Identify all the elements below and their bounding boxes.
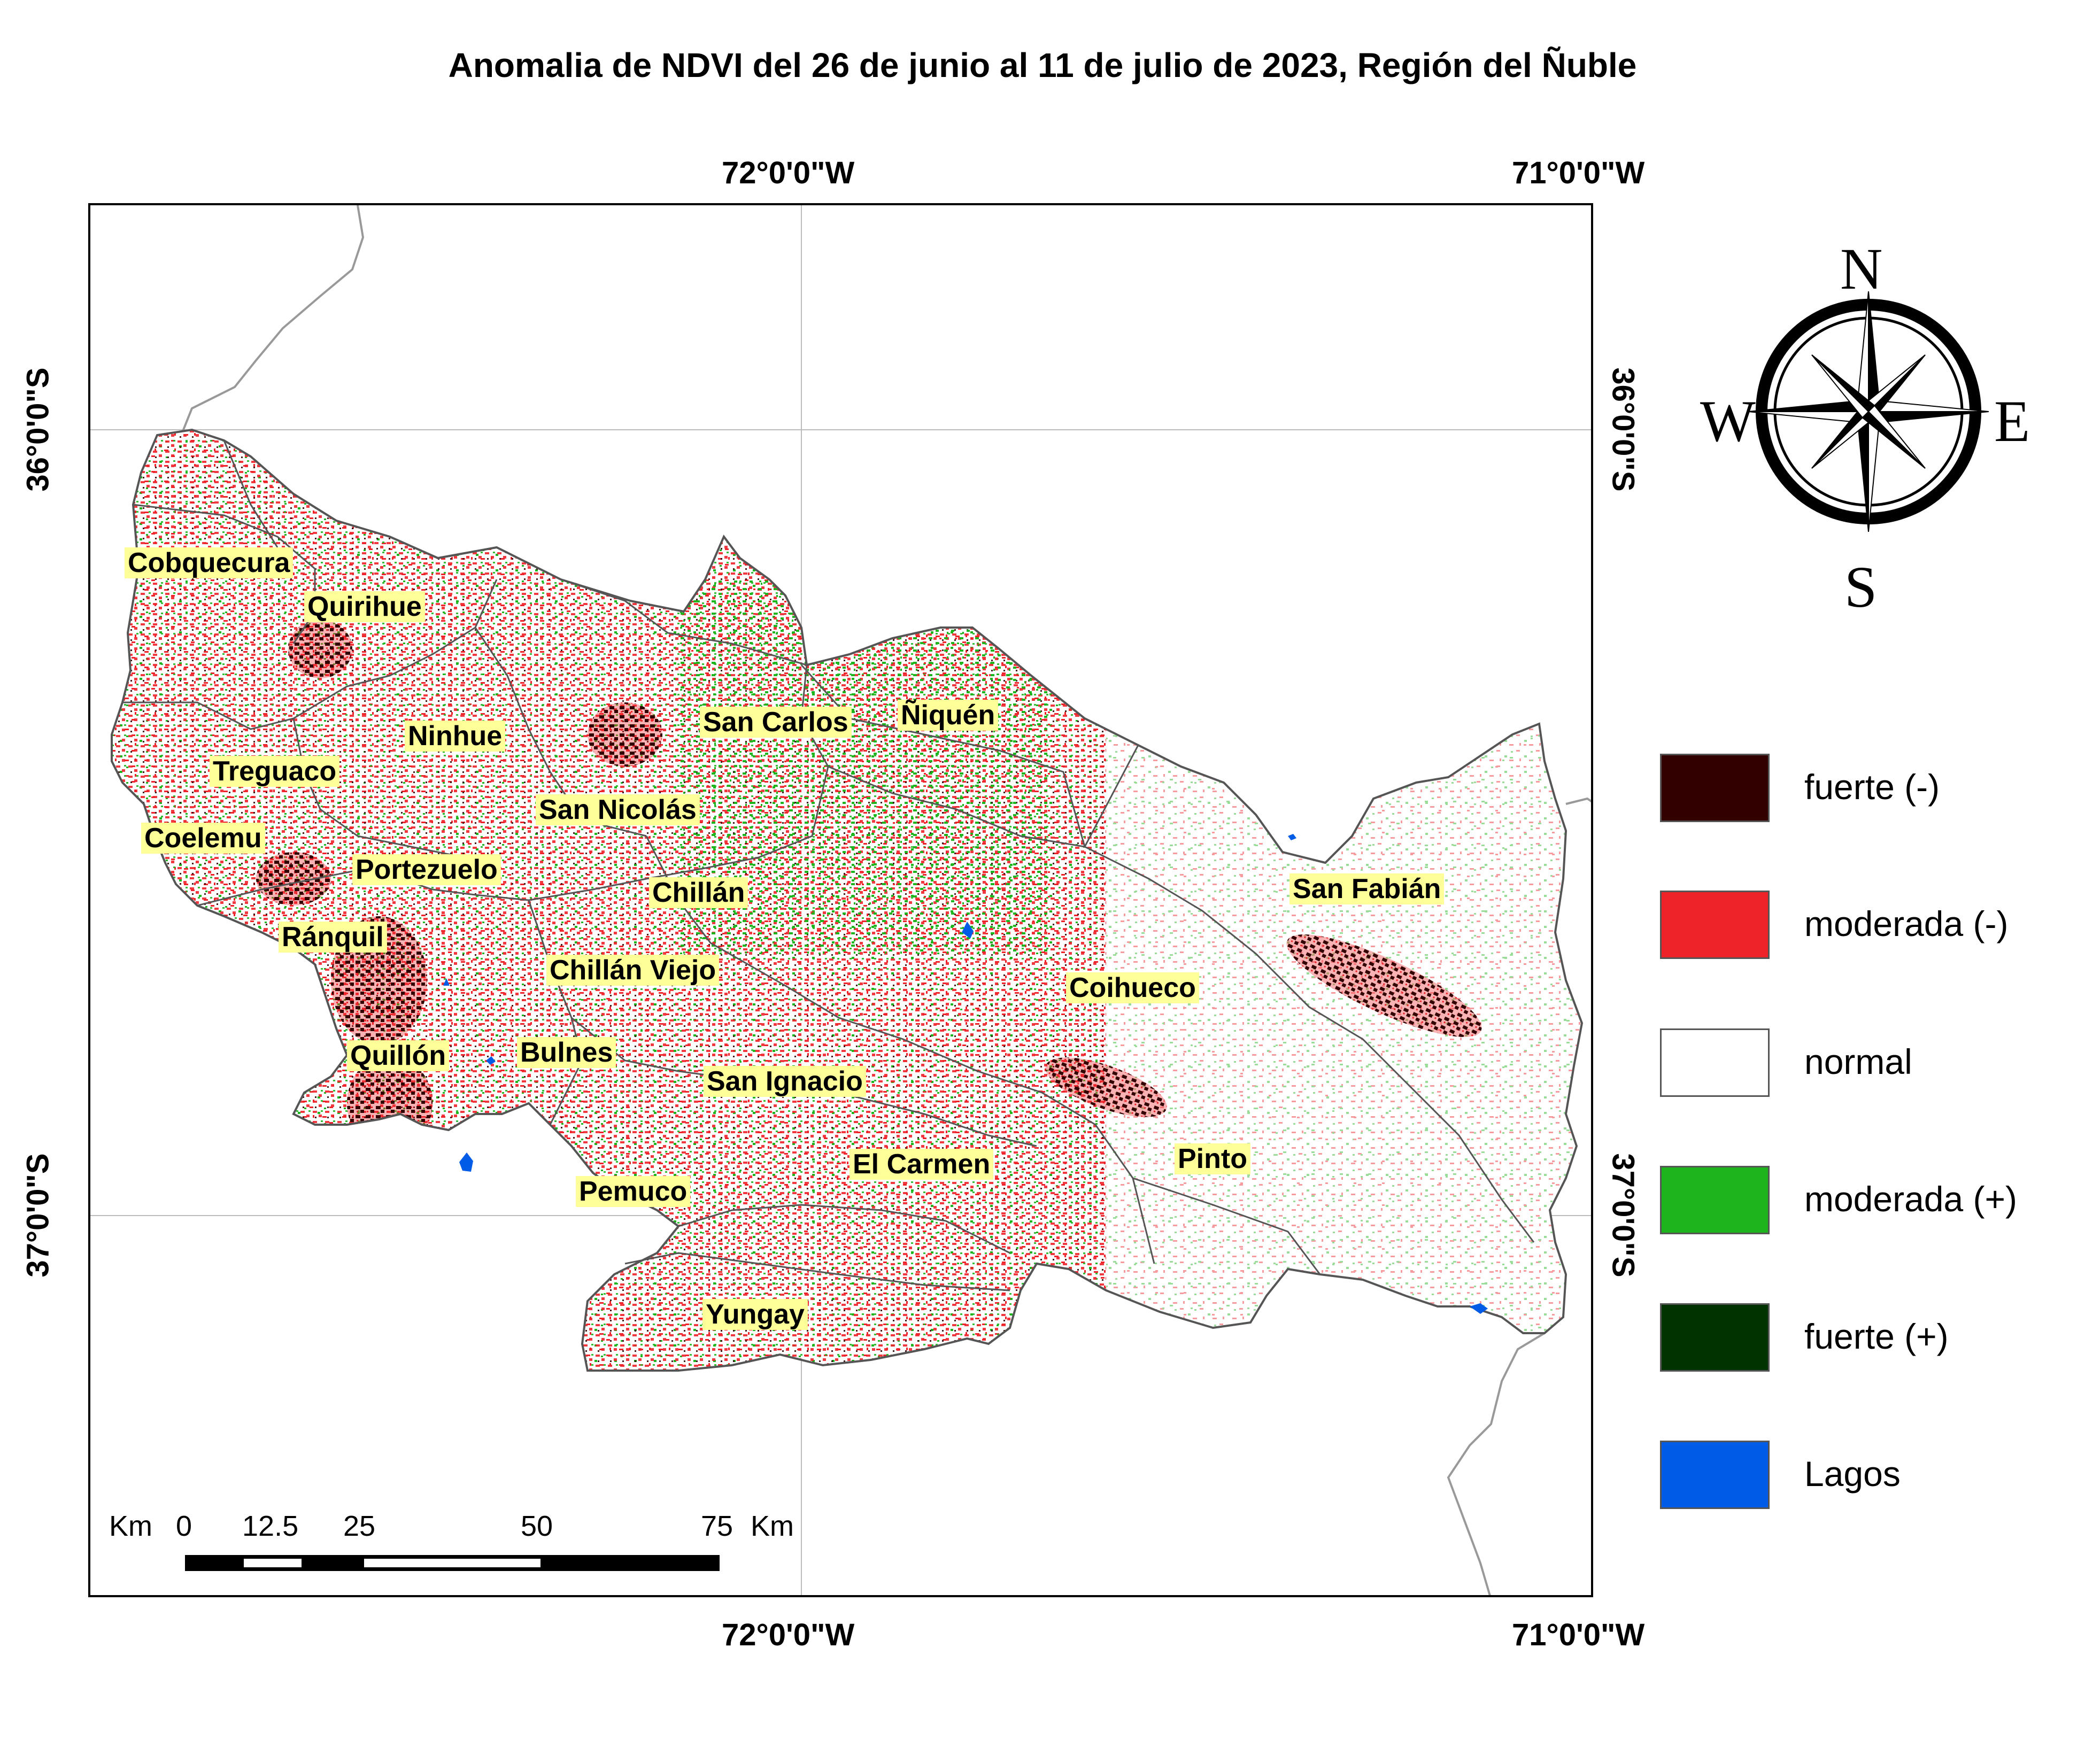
lon-label-bottom-72: 72°0'0"W [722,1618,855,1652]
place-label-quirihue: Quirihue [304,591,425,622]
legend-label-normal: normal [1804,1042,1912,1081]
scale-unit-left: Km [109,1510,152,1542]
outer-boundary-north [180,205,365,436]
legend-swatch-moderada-pos [1660,1166,1770,1234]
place-label-san-ignacio: San Ignacio [704,1066,866,1097]
legend-label-fuerte-pos: fuerte (+) [1804,1317,1949,1356]
scale-tick-12-5: 12.5 [242,1510,299,1542]
place-label-san-nicolas: San Nicolás [536,794,700,825]
lat-label-right-37: 37°0'0"S [1605,1153,1641,1278]
legend-label-moderada-neg: moderada (-) [1804,904,2009,943]
place-label-portezuelo: Portezuelo [352,854,501,885]
scale-unit-right: Km [751,1510,794,1542]
place-label-yungay: Yungay [702,1299,808,1330]
place-label-chillan: Chillán [649,877,748,908]
place-label-niquen: Ñiquén [898,700,999,731]
scale-bar-graphic [185,1555,720,1571]
place-label-san-carlos: San Carlos [700,707,852,738]
region-outline [111,428,1584,1372]
place-label-coihueco: Coihueco [1066,972,1199,1003]
place-label-chillan-viejo: Chillán Viejo [546,955,720,986]
scale-tick-50: 50 [521,1510,553,1542]
compass-n: N [1840,236,1883,301]
legend-item-moderada-pos: moderada (+) [1660,1166,2077,1235]
legend-swatch-normal [1660,1028,1770,1097]
place-label-pemuco: Pemuco [576,1176,691,1207]
legend-item-moderada-neg: moderada (-) [1660,891,2077,960]
compass-s: S [1844,554,1878,620]
compass-e: E [1994,389,2030,454]
map-title: Anomalia de NDVI del 26 de junio al 11 d… [448,46,1637,84]
legend-swatch-fuerte-neg [1660,754,1770,822]
legend-label-fuerte-neg: fuerte (-) [1804,767,1940,807]
legend-item-lagos: Lagos [1660,1441,2077,1510]
scale-tick-25: 25 [343,1510,376,1542]
scale-bar: Km 0 12.5 25 50 75 Km [90,1510,839,1579]
legend-swatch-fuerte-pos [1660,1303,1770,1372]
commune-boundaries [122,440,1535,1291]
map-frame: Cobquecura Quirihue Ninhue Treguaco Coel… [88,203,1593,1597]
legend-swatch-lagos [1660,1441,1770,1509]
legend-item-fuerte-neg: fuerte (-) [1660,754,2077,823]
place-label-coelemu: Coelemu [141,823,265,854]
place-label-bulnes: Bulnes [517,1037,616,1068]
outer-boundary-south [1447,1332,1546,1595]
place-label-ninhue: Ninhue [405,721,506,752]
legend-label-lagos: Lagos [1804,1454,1901,1494]
legend-swatch-moderada-neg [1660,891,1770,959]
scale-tick-75: 75 [701,1510,733,1542]
outer-boundary-east [1565,797,1591,805]
place-label-pinto: Pinto [1175,1143,1250,1174]
lat-label-right-36: 36°0'0"S [1605,367,1641,492]
scale-tick-0: 0 [176,1510,192,1542]
place-label-quillon: Quillón [347,1040,450,1071]
compass-rose: N S W E [1700,235,2032,620]
compass-w: W [1700,389,1756,454]
place-label-cobquecura: Cobquecura [125,547,294,578]
lon-label-top-72: 72°0'0"W [722,156,855,190]
place-label-san-fabian: San Fabián [1289,873,1445,904]
lat-label-left-37: 37°0'0"S [20,1153,56,1278]
place-label-treguaco: Treguaco [210,756,340,787]
lon-label-bottom-71: 71°0'0"W [1512,1618,1645,1652]
compass-rose-icon [1748,291,1989,532]
lat-label-left-36: 36°0'0"S [20,367,56,492]
legend-item-normal: normal [1660,1028,2077,1098]
legend-label-moderada-pos: moderada (+) [1804,1179,2018,1219]
place-label-el-carmen: El Carmen [850,1149,994,1180]
lon-label-top-71: 71°0'0"W [1512,156,1645,190]
place-label-ranquil: Ránquil [279,922,387,953]
lakes [443,834,1488,1314]
legend-item-fuerte-pos: fuerte (+) [1660,1303,2077,1373]
